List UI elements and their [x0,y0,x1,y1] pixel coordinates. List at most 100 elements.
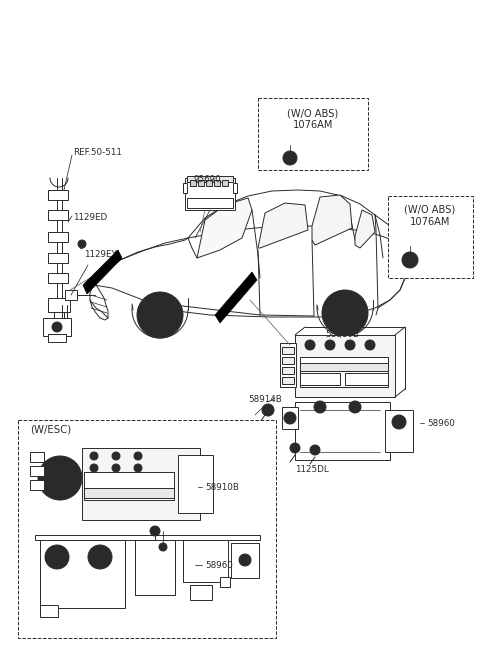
Circle shape [70,487,76,494]
Bar [48,210,68,220]
Circle shape [290,443,300,453]
Bar [295,402,390,460]
Bar [222,180,228,186]
Text: 58960: 58960 [205,560,233,569]
Circle shape [38,456,82,500]
Bar [300,363,388,371]
Bar [135,540,175,595]
Bar [178,455,213,513]
Bar [220,577,230,587]
Bar [43,318,71,336]
Text: 1129ED: 1129ED [73,213,107,222]
Circle shape [112,452,120,460]
Circle shape [134,452,142,460]
Circle shape [314,401,326,413]
Bar [187,176,233,182]
Text: 58910B: 58910B [205,483,239,491]
Bar [258,98,368,170]
Polygon shape [197,198,252,258]
Text: (W/ESC): (W/ESC) [30,425,71,435]
Bar [187,198,233,208]
Circle shape [134,464,142,472]
Bar [65,290,77,300]
Circle shape [95,552,105,562]
Bar [300,373,340,385]
Bar [18,420,276,638]
Bar [48,273,68,283]
Bar [233,183,237,193]
Bar [280,343,296,387]
Bar [282,357,294,364]
Circle shape [239,554,251,566]
Circle shape [70,462,76,468]
Bar [30,466,44,476]
Bar [48,253,68,263]
Bar [190,180,196,186]
Bar [183,183,187,193]
Circle shape [52,552,62,562]
Bar [48,334,66,342]
Text: 58914B: 58914B [248,395,282,404]
Bar [282,367,294,374]
Text: 95690: 95690 [193,175,221,184]
Bar [48,232,68,242]
Bar [84,488,174,498]
Circle shape [54,472,66,484]
Circle shape [345,340,355,350]
Circle shape [392,415,406,429]
Circle shape [322,290,368,336]
Polygon shape [83,250,122,294]
Polygon shape [215,272,257,323]
Text: 1129EY: 1129EY [84,250,117,259]
Circle shape [305,340,315,350]
Circle shape [52,322,62,332]
Bar [206,180,212,186]
Circle shape [57,493,63,499]
Circle shape [137,292,183,338]
Polygon shape [258,203,308,248]
Bar [282,377,294,384]
Bar [231,543,259,578]
Circle shape [39,475,45,481]
Circle shape [90,464,98,472]
Bar [300,357,388,387]
Circle shape [283,151,297,165]
Circle shape [402,252,418,268]
Bar [185,178,235,210]
Circle shape [349,401,361,413]
Bar [345,373,388,385]
Circle shape [284,412,296,424]
Circle shape [365,340,375,350]
Bar [82,448,200,520]
Bar [84,472,174,500]
Circle shape [150,526,160,536]
Circle shape [44,487,50,494]
Bar [48,190,68,200]
Bar [282,407,298,429]
Circle shape [45,545,69,569]
Polygon shape [355,210,375,248]
Circle shape [144,299,176,331]
Bar [190,585,212,600]
Circle shape [329,297,361,329]
Circle shape [112,464,120,472]
Circle shape [75,475,81,481]
Bar [282,347,294,354]
Text: 58960: 58960 [427,419,455,428]
Bar [30,480,44,490]
Bar [385,410,413,452]
Bar [40,605,58,617]
Bar [295,335,395,397]
Bar [35,535,260,540]
Circle shape [152,307,168,323]
Bar [183,540,228,582]
Bar [388,196,473,278]
Circle shape [337,305,353,321]
Circle shape [44,462,50,468]
Circle shape [46,464,74,492]
Circle shape [159,543,167,551]
Text: (W/O ABS)
1076AM: (W/O ABS) 1076AM [404,205,456,226]
Text: REF.50-511: REF.50-511 [73,148,122,157]
Circle shape [310,445,320,455]
Bar [48,298,70,312]
